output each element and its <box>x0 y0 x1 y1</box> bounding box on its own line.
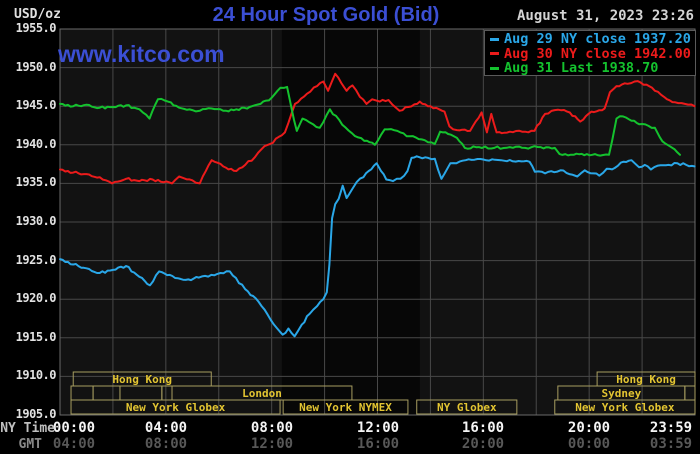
gmt-axis-label: GMT <box>18 437 42 452</box>
gmt-tick-label: 12:00 <box>250 436 294 452</box>
session-label: Sydney <box>601 387 641 400</box>
legend-row: Aug 31 Last 1938.70 <box>485 60 695 77</box>
chart-datetime: August 31, 2023 23:26 <box>516 8 694 24</box>
legend-dash-icon <box>490 37 499 41</box>
session-box <box>554 399 696 415</box>
session-box <box>416 399 518 415</box>
y-tick-label: 1930.0 <box>15 214 57 228</box>
y-tick-label: 1915.0 <box>15 330 57 344</box>
units-label: USD/oz <box>14 7 61 22</box>
y-tick-label: 1925.0 <box>15 253 57 267</box>
ny-time-tick-label: 16:00 <box>461 420 505 436</box>
session-box <box>282 399 409 415</box>
y-tick-label: 1940.0 <box>15 137 57 151</box>
legend-label: Aug 29 NY close 1937.20 <box>504 31 691 48</box>
gmt-tick-label: 16:00 <box>356 436 400 452</box>
session-box <box>70 399 281 415</box>
gmt-tick-label: 03:59 <box>649 436 693 452</box>
legend-box: Aug 29 NY close 1937.20 Aug 30 NY close 1… <box>484 30 696 76</box>
price-line-aug31 <box>59 85 681 157</box>
ny-time-tick-label: 04:00 <box>144 420 188 436</box>
ny-time-tick-label: 00:00 <box>52 420 96 436</box>
ny-time-axis-label: NY Time <box>0 421 55 436</box>
gmt-tick-label: 00:00 <box>567 436 611 452</box>
y-tick-label: 1905.0 <box>15 407 57 421</box>
session-label: New York NYMEX <box>299 401 392 414</box>
ny-time-tick-label: 20:00 <box>567 420 611 436</box>
legend-dash-icon <box>490 52 499 56</box>
session-label: New York Globex <box>575 401 675 414</box>
y-tick-label: 1945.0 <box>15 98 57 112</box>
session-label: NY Globex <box>437 401 497 414</box>
y-tick-label: 1950.0 <box>15 60 57 74</box>
gmt-tick-label: 04:00 <box>52 436 96 452</box>
kitco-watermark: www.kitco.com <box>58 41 225 67</box>
ny-time-tick-label: 12:00 <box>356 420 400 436</box>
legend-label: Aug 30 NY close 1942.00 <box>504 45 691 62</box>
price-line-aug29 <box>59 155 696 338</box>
gmt-tick-label: 08:00 <box>144 436 188 452</box>
y-tick-label: 1935.0 <box>15 175 57 189</box>
gmt-tick-label: 20:00 <box>461 436 505 452</box>
session-label: Hong Kong <box>616 373 676 386</box>
ny-time-tick-label: 23:59 <box>649 420 693 436</box>
plot-border <box>59 28 696 416</box>
legend-label: Aug 31 Last 1938.70 <box>504 60 659 77</box>
legend-row: Aug 29 NY close 1937.20 <box>485 31 695 48</box>
price-line-aug30 <box>59 72 696 185</box>
ny-time-tick-label: 08:00 <box>250 420 294 436</box>
y-tick-label: 1920.0 <box>15 291 57 305</box>
session-label: Hong Kong <box>112 373 172 386</box>
session-label: New York Globex <box>126 401 226 414</box>
legend-row: Aug 30 NY close 1942.00 <box>485 45 695 62</box>
session-label: London <box>242 387 282 400</box>
y-tick-label: 1955.0 <box>15 21 57 35</box>
legend-dash-icon <box>490 66 499 70</box>
page-title: 24 Hour Spot Gold (Bid) <box>212 4 440 26</box>
y-tick-label: 1910.0 <box>15 368 57 382</box>
